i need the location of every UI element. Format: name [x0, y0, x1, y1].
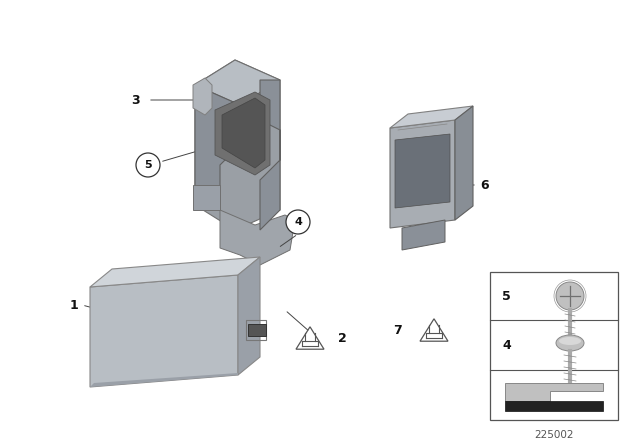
Polygon shape — [90, 373, 238, 387]
Circle shape — [286, 210, 310, 234]
Polygon shape — [238, 257, 260, 375]
Ellipse shape — [556, 335, 584, 351]
Polygon shape — [215, 92, 270, 175]
Polygon shape — [455, 106, 473, 220]
Text: 1: 1 — [69, 298, 78, 311]
Polygon shape — [195, 60, 280, 105]
Polygon shape — [505, 383, 603, 401]
Text: 7: 7 — [393, 323, 402, 336]
Text: 225002: 225002 — [534, 430, 573, 440]
Polygon shape — [248, 324, 266, 336]
Polygon shape — [222, 98, 265, 168]
Polygon shape — [220, 210, 295, 265]
Polygon shape — [390, 106, 473, 128]
Text: 5: 5 — [144, 160, 152, 170]
Polygon shape — [193, 185, 220, 210]
Polygon shape — [402, 220, 445, 250]
Text: 3: 3 — [131, 94, 140, 107]
Polygon shape — [193, 78, 212, 115]
Bar — [490, 272, 618, 420]
Polygon shape — [90, 257, 260, 287]
Circle shape — [136, 153, 160, 177]
Polygon shape — [260, 80, 280, 230]
Polygon shape — [195, 85, 240, 205]
Text: 6: 6 — [480, 178, 488, 191]
Text: 4: 4 — [502, 339, 511, 352]
Text: 4: 4 — [294, 217, 302, 227]
Bar — [505, 401, 603, 411]
Circle shape — [556, 282, 584, 310]
Text: 2: 2 — [338, 332, 347, 345]
Polygon shape — [390, 120, 455, 228]
Ellipse shape — [559, 337, 581, 345]
Text: 5: 5 — [502, 289, 511, 302]
Polygon shape — [395, 134, 450, 208]
Polygon shape — [195, 60, 280, 230]
Polygon shape — [90, 275, 238, 387]
